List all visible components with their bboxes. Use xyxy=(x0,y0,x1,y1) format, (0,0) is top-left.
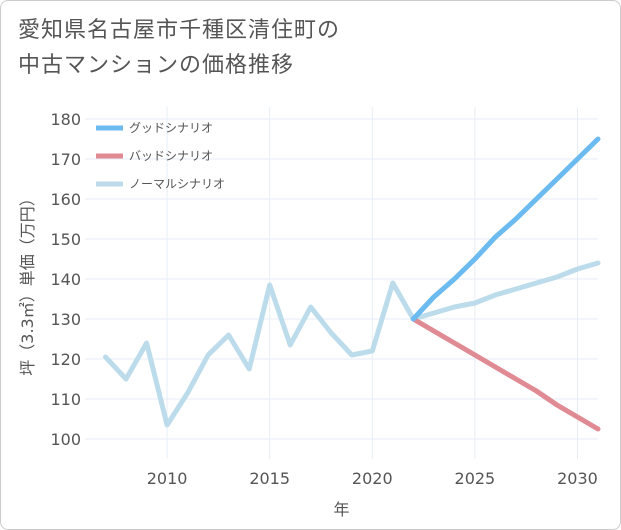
x-tick-label: 2015 xyxy=(249,469,290,488)
x-tick-label: 2030 xyxy=(557,469,598,488)
y-tick-label: 120 xyxy=(50,350,81,369)
series-line-0 xyxy=(410,136,601,322)
series-line-1 xyxy=(410,316,601,432)
y-axis-title: 坪（3.3㎡）単価（万円） xyxy=(18,190,37,375)
legend-label: グッドシナリオ xyxy=(129,121,213,135)
chart-title: 愛知県名古屋市千種区清住町の 中古マンションの価格推移 xyxy=(18,13,458,83)
series-lines xyxy=(103,136,601,432)
y-tick-label: 100 xyxy=(50,430,81,449)
x-tick-label: 2025 xyxy=(455,469,496,488)
y-tick-label: 130 xyxy=(50,310,81,329)
y-tick-label: 110 xyxy=(50,390,81,409)
y-tick-label: 180 xyxy=(50,110,81,129)
x-axis-title: 年 xyxy=(333,500,349,519)
chart-title-line1: 愛知県名古屋市千種区清住町の xyxy=(18,18,341,43)
x-tick-label: 2020 xyxy=(352,469,393,488)
x-tick-label: 2010 xyxy=(147,469,188,488)
y-tick-label: 160 xyxy=(50,190,81,209)
legend-label: バッドシナリオ xyxy=(129,149,213,163)
y-tick-label: 150 xyxy=(50,230,81,249)
y-tick-label: 140 xyxy=(50,270,81,289)
chart-title-line2: 中古マンションの価格推移 xyxy=(18,53,295,78)
x-tick-labels: 2010 2015 2020 2025 2030 xyxy=(147,469,598,488)
y-tick-labels: 100 110 120 130 140 150 160 170 180 xyxy=(50,110,81,449)
series-line-2 xyxy=(103,260,601,428)
y-tick-label: 170 xyxy=(50,150,81,169)
legend-label: ノーマルシナリオ xyxy=(129,177,225,191)
